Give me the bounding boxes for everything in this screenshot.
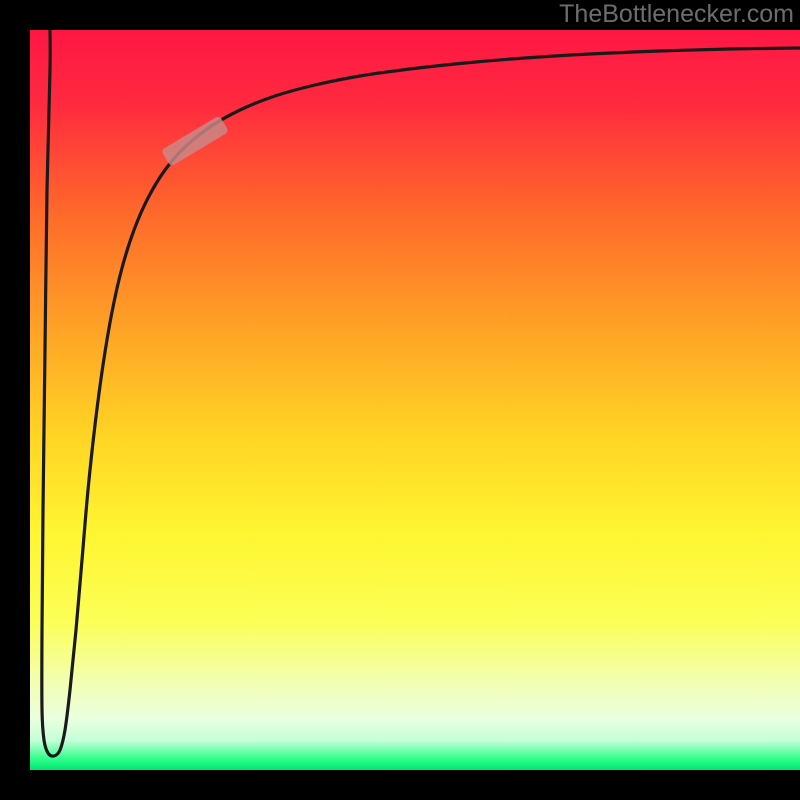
gradient-background xyxy=(30,30,800,770)
plot-svg xyxy=(30,30,800,770)
chart-container: TheBottlenecker.com xyxy=(0,0,800,800)
watermark-text: TheBottlenecker.com xyxy=(559,0,794,29)
plot-area xyxy=(30,30,800,770)
